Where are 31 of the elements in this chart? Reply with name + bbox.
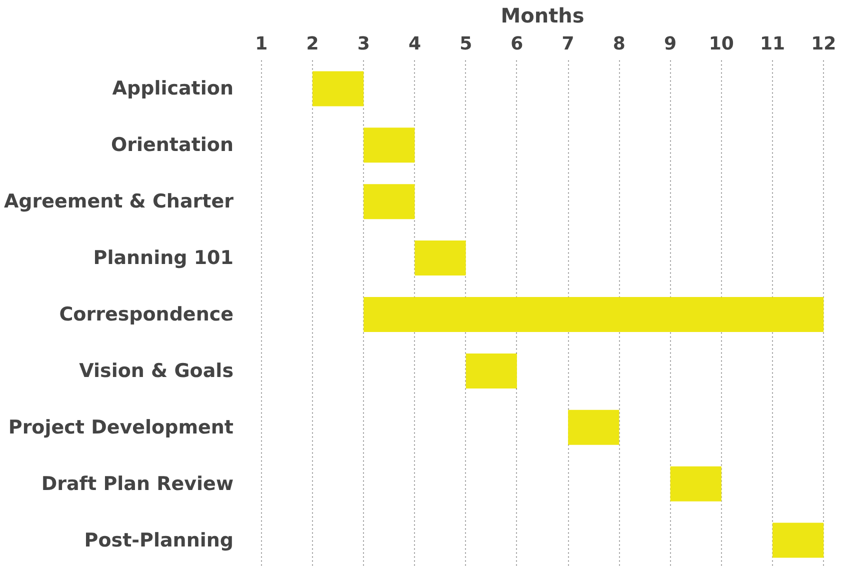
x-tick-label: 12: [811, 34, 836, 54]
bar: [772, 522, 824, 558]
x-tick-label: 4: [408, 34, 421, 54]
x-tick-label: 3: [357, 34, 370, 54]
x-tick-label: 1: [255, 34, 268, 54]
x-tick-label: 5: [460, 34, 472, 54]
bar: [312, 71, 364, 106]
bar: [364, 128, 415, 163]
x-tick-label: 6: [510, 34, 524, 54]
x-tick-label: 7: [562, 34, 574, 54]
y-tick-label: Vision & Goals: [79, 360, 234, 382]
bar: [568, 410, 620, 445]
y-tick-label: Agreement & Charter: [4, 190, 234, 213]
x-tick-label: 11: [760, 34, 786, 54]
bar: [364, 184, 415, 220]
y-tick-label: Orientation: [110, 134, 234, 156]
x-tick-label: 9: [664, 34, 677, 54]
bar: [466, 353, 517, 388]
y-tick-label: Draft Plan Review: [41, 472, 234, 495]
bar: [364, 297, 824, 332]
y-tick-label: Correspondence: [59, 304, 234, 326]
bar: [670, 466, 722, 502]
x-axis-title: Months: [500, 4, 584, 28]
y-tick-label: Post-Planning: [84, 529, 234, 552]
bar: [414, 240, 466, 276]
y-tick-label: Project Development: [8, 416, 234, 438]
x-tick-label: 10: [708, 34, 734, 54]
x-tick-label: 8: [612, 34, 626, 54]
x-tick-label: 2: [306, 34, 319, 54]
y-tick-label: Planning 101: [93, 247, 234, 270]
y-tick-label: Application: [112, 78, 234, 100]
